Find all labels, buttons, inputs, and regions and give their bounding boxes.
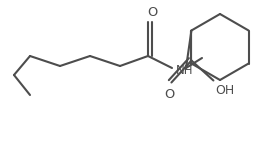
Text: NH: NH bbox=[176, 64, 193, 77]
Text: O: O bbox=[147, 6, 157, 19]
Text: OH: OH bbox=[215, 84, 235, 97]
Text: O: O bbox=[164, 88, 175, 101]
